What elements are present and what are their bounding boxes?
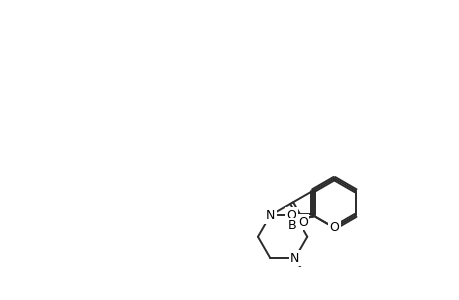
- Text: O: O: [329, 221, 338, 234]
- Text: Br: Br: [287, 219, 301, 232]
- Text: O: O: [297, 216, 307, 229]
- Text: N: N: [265, 209, 274, 222]
- Text: N: N: [290, 252, 299, 265]
- Text: O: O: [286, 209, 296, 222]
